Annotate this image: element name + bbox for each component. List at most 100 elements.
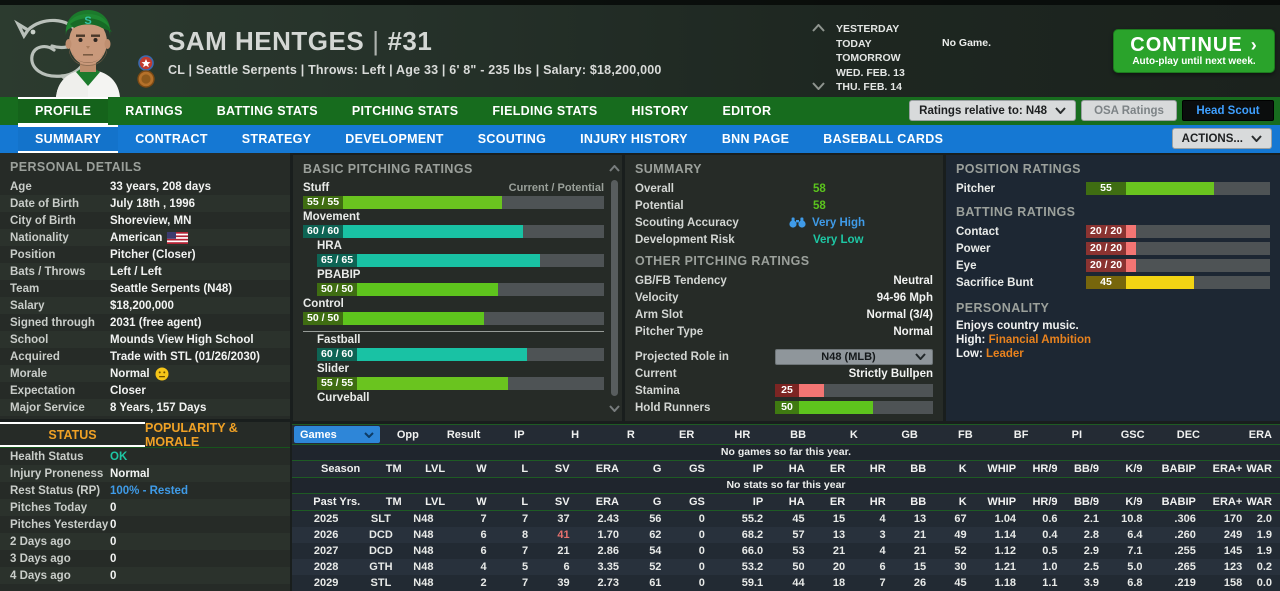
past-years-column-header[interactable]: SV [528,493,570,511]
game-log-column-header[interactable]: PI [1071,428,1083,441]
past-years-column-header[interactable]: ER [804,493,846,511]
tab-editor[interactable]: EDITOR [722,104,772,118]
season-column-header[interactable]: K [926,460,967,478]
scroll-down-chevron-icon[interactable] [609,399,620,417]
past-years-column-header[interactable]: Past Yrs. [292,493,361,511]
game-log-column-header[interactable]: Result [446,428,481,441]
season-column-header[interactable]: BB [885,460,927,478]
past-years-column-header[interactable]: HA [763,493,805,511]
season-column-header[interactable]: Season [292,460,361,478]
game-log-column-header[interactable]: FB [958,428,973,441]
season-column-header[interactable]: ERA+ [1195,460,1243,478]
game-log-column-header[interactable]: BB [790,428,807,441]
tab-popularity-morale[interactable]: POPULARITY & MORALE [145,420,238,449]
projected-role-dropdown[interactable]: N48 (MLB) [775,348,933,365]
game-log-column-header[interactable]: IP [514,428,525,441]
tab-batting-stats[interactable]: BATTING STATS [216,104,318,118]
season-column-header[interactable]: LVL [401,460,446,478]
game-log-column-header[interactable]: K [849,428,858,441]
past-years-column-header[interactable]: L [486,493,529,511]
tab-status[interactable]: STATUS [0,422,145,447]
season-column-header[interactable]: G [618,460,662,478]
season-column-header[interactable]: TM [360,460,402,478]
chevron-down-icon [915,353,926,360]
game-log-column-header[interactable]: ERA [1248,428,1272,441]
power-rating-bar: 20 / 20 [1086,242,1270,255]
scrollbar-thumb[interactable] [611,180,618,396]
date-prev-chevron-icon[interactable] [812,24,836,32]
game-log-column-header[interactable]: BF [1013,428,1029,441]
subtab-strategy[interactable]: STRATEGY [241,132,312,146]
season-column-header[interactable]: SV [528,460,570,478]
past-years-column-header[interactable]: ERA+ [1195,493,1243,511]
season-column-header[interactable]: WAR [1242,460,1280,478]
game-log-column-header[interactable]: ER [678,428,695,441]
subtab-summary[interactable]: SUMMARY [18,125,119,153]
game-log-column-header[interactable]: DEC [1176,428,1200,441]
past-years-column-header[interactable]: BB [885,493,927,511]
season-column-header[interactable]: W [445,460,487,478]
game-log-column-header[interactable]: R [626,428,635,441]
date-item-wed[interactable]: WED. FEB. 13 [836,66,905,79]
continue-button[interactable]: CONTINUE › Auto-play until next week. [1113,29,1275,73]
game-log-column-header[interactable]: H [571,428,580,441]
subtab-scouting[interactable]: SCOUTING [477,132,547,146]
svg-text:S: S [84,15,91,27]
season-column-header[interactable]: L [486,460,529,478]
past-years-column-header[interactable]: TM [360,493,402,511]
season-column-header[interactable]: HR [845,460,886,478]
game-log-column-header[interactable]: HR [734,428,751,441]
rating-badge: 55 / 55 [317,377,358,390]
season-column-header[interactable]: K/9 [1099,460,1143,478]
tab-ratings[interactable]: RATINGS [125,104,183,118]
season-column-header[interactable]: BB/9 [1057,460,1100,478]
past-years-column-header[interactable]: LVL [401,493,446,511]
games-filter-dropdown[interactable]: Games [294,426,380,443]
past-years-column-header[interactable]: WAR [1242,493,1280,511]
past-years-column-header[interactable]: HR [845,493,886,511]
rating-badge: 50 / 50 [317,283,358,296]
main-nav: PROFILE RATINGS BATTING STATS PITCHING S… [0,97,1280,125]
season-column-header[interactable]: GS [661,460,705,478]
date-item-yesterday[interactable]: YESTERDAY [836,23,900,35]
past-years-column-header[interactable]: K/9 [1099,493,1143,511]
date-item-tomorrow[interactable]: TOMORROW [836,52,901,65]
past-years-column-header[interactable]: G [618,493,662,511]
season-column-header[interactable]: IP [704,460,764,478]
subtab-baseball-cards[interactable]: BASEBALL CARDS [823,132,944,146]
past-years-column-header[interactable]: BB/9 [1057,493,1100,511]
season-column-header[interactable]: HA [763,460,805,478]
tab-profile[interactable]: PROFILE [18,97,109,125]
past-years-column-header[interactable]: HR/9 [1016,493,1058,511]
scroll-up-chevron-icon[interactable] [609,159,620,177]
subtab-development[interactable]: DEVELOPMENT [345,132,444,146]
past-years-column-header[interactable]: WHIP [966,493,1017,511]
date-item-today[interactable]: TODAY [836,37,872,50]
past-years-column-header[interactable]: K [926,493,967,511]
season-column-header[interactable]: ER [804,460,846,478]
past-years-column-header[interactable]: W [445,493,487,511]
date-item-thu[interactable]: THU. FEB. 14 [836,81,902,94]
actions-dropdown[interactable]: ACTIONS... [1171,128,1272,149]
tab-history[interactable]: HISTORY [631,104,689,118]
past-years-column-header[interactable]: BABIP [1142,493,1196,511]
date-next-chevron-icon[interactable] [812,82,836,90]
subtab-injury-history[interactable]: INJURY HISTORY [580,132,688,146]
subtab-contract[interactable]: CONTRACT [135,132,208,146]
game-log-column-header[interactable]: GB [901,428,918,441]
season-column-header[interactable]: HR/9 [1016,460,1058,478]
past-years-column-header[interactable]: GS [661,493,705,511]
game-log-column-header[interactable]: Opp [396,428,419,441]
season-column-header[interactable]: WHIP [966,460,1017,478]
season-column-header[interactable]: BABIP [1142,460,1196,478]
tab-pitching-stats[interactable]: PITCHING STATS [351,104,459,118]
osa-ratings-button[interactable]: OSA Ratings [1081,100,1177,121]
past-years-column-header[interactable]: ERA [569,493,619,511]
season-column-header[interactable]: ERA [569,460,619,478]
game-log-column-header[interactable]: GSC [1120,428,1145,441]
past-years-column-header[interactable]: IP [704,493,764,511]
ratings-relative-dropdown[interactable]: Ratings relative to: N48 [909,100,1076,121]
subtab-bnn-page[interactable]: BNN PAGE [721,132,790,146]
tab-fielding-stats[interactable]: FIELDING STATS [492,104,598,118]
head-scout-button[interactable]: Head Scout [1182,100,1274,121]
